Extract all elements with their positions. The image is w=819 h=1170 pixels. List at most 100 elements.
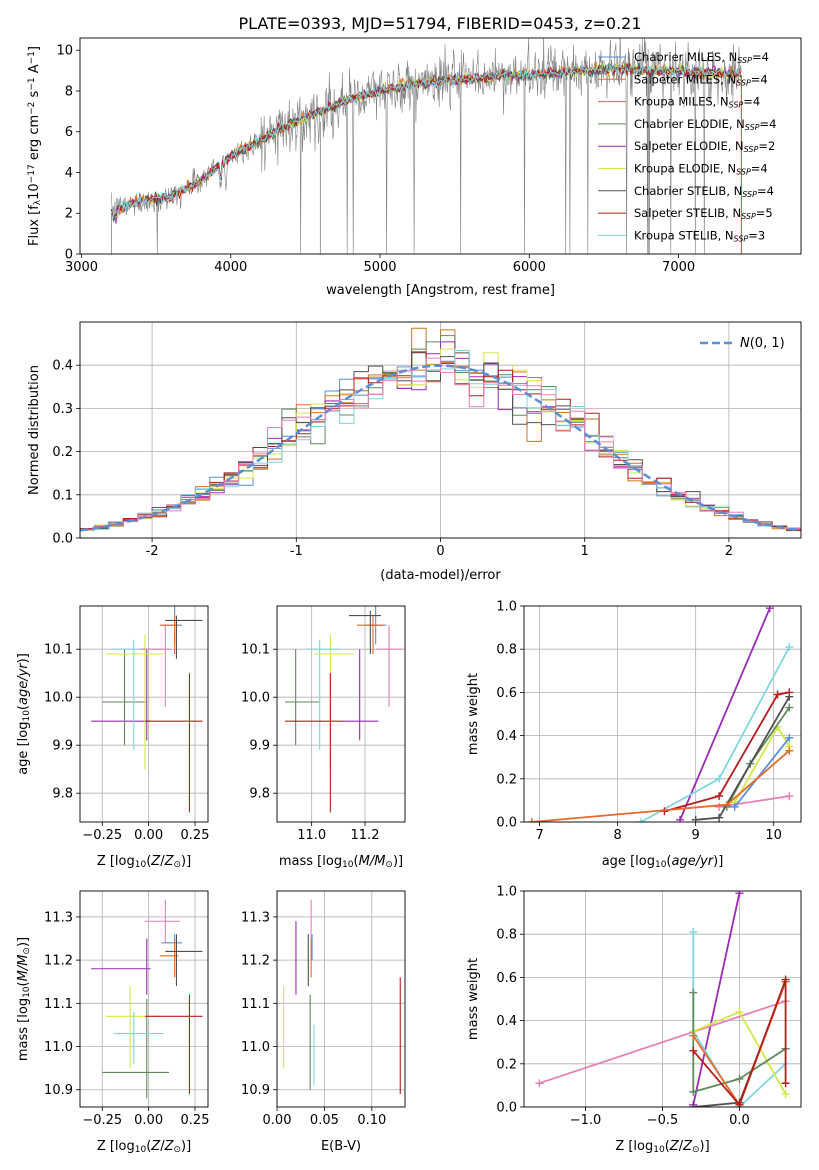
label-part: ( — [354, 854, 359, 869]
legend-label: Kroupa STELIB, NSSP=3 — [634, 228, 765, 243]
legend-label: Salpeter MILES, NSSP=4 — [634, 72, 768, 87]
label-part: age/yr — [671, 854, 714, 869]
weight-marker — [689, 928, 698, 937]
label-part: =4 — [751, 72, 768, 86]
axes-frame — [79, 321, 802, 539]
axes-weight_vs_Z: −1.0 −0.5 0.0 0.0 0.2 0.4 0.6 0.8 1.0 mass weight… — [466, 885, 802, 1155]
label-part: 10 — [22, 710, 32, 722]
x-tick-label: −0.25 — [82, 1113, 122, 1128]
label-part: Salpeter ELODIE, N — [634, 139, 744, 153]
weight-marker — [689, 1087, 698, 1096]
label-part: ⊙ — [385, 860, 393, 870]
weight-marker — [735, 1074, 744, 1083]
x-tick-label: −0.25 — [82, 828, 122, 843]
label-part: ( — [666, 854, 671, 869]
weight-marker — [637, 818, 646, 822]
histogram-xlabel: (data-model)/error — [380, 568, 501, 583]
label-part: age [log — [16, 722, 31, 775]
mass-vs-ebv-xlabel: E(B-V) — [321, 1139, 361, 1154]
weight_vs_Z-ylabel: mass weight — [466, 958, 481, 1040]
weight-series-line — [695, 696, 791, 821]
y-tick-label: 11.0 — [241, 1040, 270, 1055]
label-part: Z [log — [615, 1139, 653, 1154]
figure-title: PLATE=0393, MJD=51794, FIBERID=0453, z=0… — [238, 14, 641, 33]
y-tick-label: 11.3 — [44, 910, 73, 925]
y-tick-label: 10.0 — [44, 691, 73, 706]
legend-label: N(0, 1) — [740, 336, 785, 351]
y-tick-label: 0.0 — [496, 816, 517, 831]
y-tick-label: 0.8 — [496, 928, 517, 943]
age-vs-Z-ylabel: age [log10(age/yr)] — [16, 653, 32, 775]
x-tick-label: 6000 — [513, 260, 546, 275]
label-part: Z — [669, 1139, 680, 1154]
errorbar-point — [91, 649, 151, 741]
mass-vs-Z-xlabel: Z [log10(Z/Z⊙)] — [97, 1139, 191, 1155]
x-tick-label: 2 — [725, 544, 733, 559]
errorbar-point — [91, 938, 151, 995]
weight-marker — [785, 703, 794, 712]
label-part: M/M — [16, 955, 31, 982]
label-part: 10 — [342, 860, 354, 870]
y-tick-label: 11.0 — [44, 1040, 73, 1055]
weight-vs-age-xlabel: age [log10(age/yr)] — [602, 854, 724, 870]
label-part: s — [27, 90, 42, 101]
y-tick-label: 11.2 — [241, 954, 270, 969]
label-part: age/yr — [16, 662, 31, 705]
weight-series-line — [733, 737, 791, 808]
weight-vs-Z-xlabel: Z [log10(Z/Z⊙)] — [615, 1139, 709, 1155]
label-part: Z [log — [97, 1139, 135, 1154]
label-part: −17 — [27, 164, 37, 183]
plot-area-weight_vs_Z — [535, 891, 790, 1107]
legend-label: Salpeter ELODIE, NSSP=2 — [634, 139, 775, 154]
weight-marker — [785, 733, 794, 742]
label-part: Kroupa MILES, N — [634, 95, 729, 109]
label-part: Kroupa STELIB, N — [634, 228, 734, 242]
weight-marker — [785, 692, 794, 701]
y-tick-label: 10.1 — [241, 643, 270, 658]
y-tick-label: 9.9 — [249, 739, 270, 754]
label-part: )] — [16, 653, 31, 663]
weight-marker — [785, 792, 794, 801]
label-part: N — [740, 336, 750, 351]
axes-age_vs_Z: −0.25 0.00 0.259.89.910.010.1Z [log10(Z/Z⊙… — [16, 605, 209, 870]
legend-label: Kroupa ELODIE, NSSP=4 — [634, 162, 768, 177]
weight-marker — [715, 792, 724, 801]
axes-age_vs_mass: 11.0 11.2 9.8 9.9 10.0 10.1 mass [log10(M/M⊙)] — [241, 605, 406, 870]
x-tick-label: 7000 — [662, 260, 695, 275]
legend-label: Chabrier STELIB, NSSP=4 — [634, 184, 774, 199]
y-tick-label: 0.0 — [496, 1101, 517, 1116]
label-part: −1 — [27, 77, 37, 90]
y-tick-label: 0.4 — [496, 1014, 517, 1029]
label-part: ( — [665, 1139, 670, 1154]
weight-series-line — [692, 893, 741, 1105]
axes-frame — [79, 605, 209, 823]
weight-marker — [735, 891, 744, 898]
x-tick-label: -1 — [290, 544, 303, 559]
x-tick-label: 9 — [692, 828, 700, 843]
x-tick-label: −1.0 — [570, 1113, 602, 1128]
errorbar-point — [113, 1011, 164, 1064]
axes-spectrum: 3000 4000 5000 6000 7000 0 2 4 6 8 10 Chabrier MILE… — [27, 37, 802, 298]
label-part: A — [27, 64, 42, 77]
y-tick-label: 11.1 — [241, 997, 270, 1012]
spectrum-model-line — [110, 64, 741, 220]
y-tick-label: 9.8 — [52, 787, 73, 802]
age-vs-mass-xlabel: mass [log10(M/M⊙)] — [279, 854, 403, 870]
errorbar-point — [102, 649, 147, 746]
label-part: Chabrier STELIB, N — [634, 184, 742, 198]
y-tick-label: 0.6 — [496, 971, 517, 986]
weight-marker — [689, 1103, 698, 1107]
weight-marker — [689, 988, 698, 997]
axes-mass_vs_ebv: 0.00 0.05 0.10 10.9 11.0 11.1 11.2 11.3 E(B-V) — [241, 890, 406, 1154]
label-part: =3 — [748, 228, 765, 242]
y-tick-label: 9.8 — [249, 787, 270, 802]
y-tick-label: 8 — [65, 84, 73, 99]
y-tick-label: 0.4 — [52, 359, 73, 374]
axes-frame — [523, 890, 802, 1108]
y-tick-label: 10.9 — [44, 1083, 73, 1098]
weight-marker — [691, 815, 700, 822]
errorbar-point — [165, 934, 203, 987]
y-tick-label: 0.2 — [496, 1057, 517, 1072]
label-part: Salpeter STELIB, N — [634, 206, 741, 220]
